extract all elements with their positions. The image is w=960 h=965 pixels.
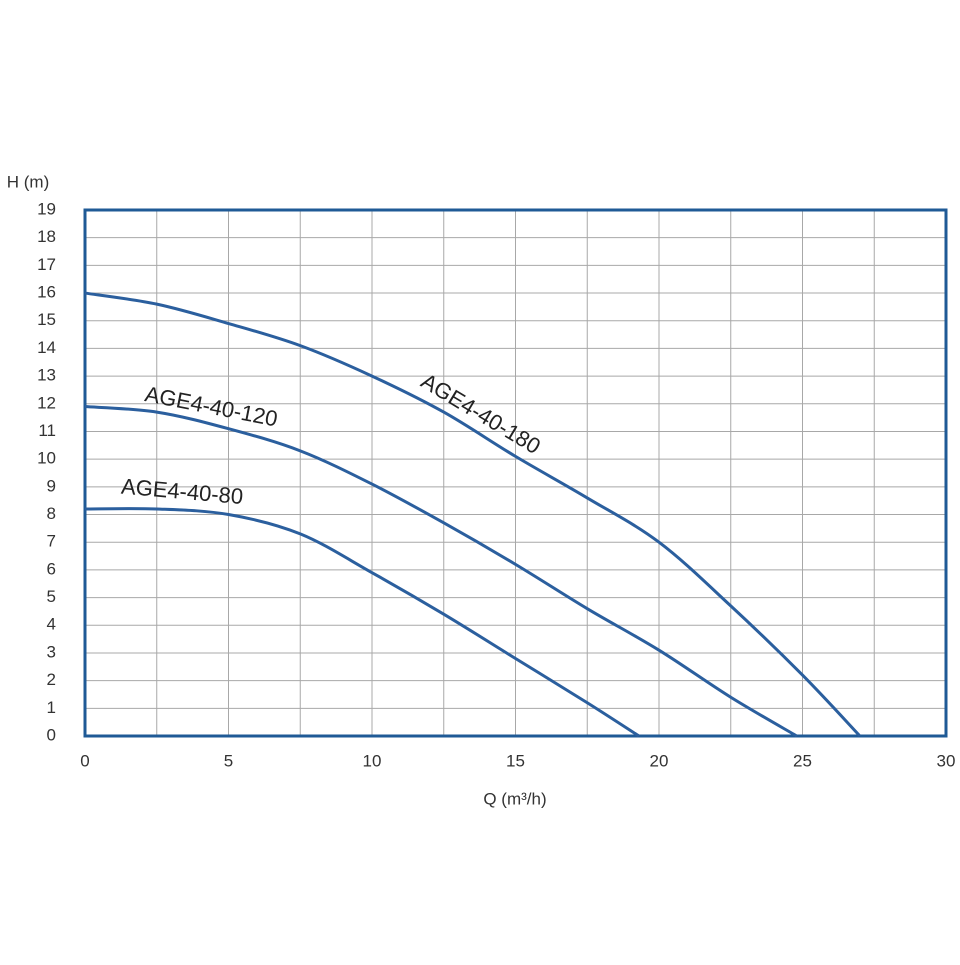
y-tick-label: 7 bbox=[47, 532, 56, 551]
x-tick-label: 0 bbox=[80, 751, 89, 770]
y-tick-label: 16 bbox=[37, 283, 56, 302]
y-axis-label: H (m) bbox=[7, 172, 49, 191]
x-axis-label: Q (m³/h) bbox=[483, 789, 546, 808]
x-tick-label: 20 bbox=[650, 751, 669, 770]
curve-label: AGE4-40-80 bbox=[120, 474, 244, 510]
y-tick-label: 2 bbox=[47, 670, 56, 689]
y-tick-label: 0 bbox=[47, 725, 56, 744]
x-tick-label: 30 bbox=[937, 751, 956, 770]
x-tick-label: 15 bbox=[506, 751, 525, 770]
y-tick-label: 9 bbox=[47, 476, 56, 495]
curve-label: AGE4-40-180 bbox=[417, 368, 545, 459]
y-tick-label: 1 bbox=[47, 698, 56, 717]
y-tick-label: 4 bbox=[47, 615, 56, 634]
curve bbox=[84, 291, 861, 738]
y-tick-label: 18 bbox=[37, 227, 56, 246]
curve bbox=[84, 507, 640, 738]
y-tick-label: 19 bbox=[37, 199, 56, 218]
y-tick-label: 15 bbox=[37, 310, 56, 329]
y-tick-label: 3 bbox=[47, 642, 56, 661]
y-tick-label: 17 bbox=[37, 255, 56, 274]
y-tick-label: 10 bbox=[37, 449, 56, 468]
y-tick-label: 11 bbox=[38, 421, 56, 440]
curve bbox=[84, 405, 798, 738]
x-tick-label: 25 bbox=[793, 751, 812, 770]
y-tick-label: 14 bbox=[37, 338, 56, 357]
y-tick-label: 8 bbox=[47, 504, 56, 523]
y-tick-label: 5 bbox=[47, 587, 56, 606]
plot-frame bbox=[83, 208, 948, 738]
x-tick-label: 5 bbox=[224, 751, 233, 770]
x-tick-label: 10 bbox=[363, 751, 382, 770]
y-tick-label: 6 bbox=[47, 559, 56, 578]
y-tick-label: 12 bbox=[37, 393, 56, 412]
y-tick-label: 13 bbox=[37, 366, 56, 385]
